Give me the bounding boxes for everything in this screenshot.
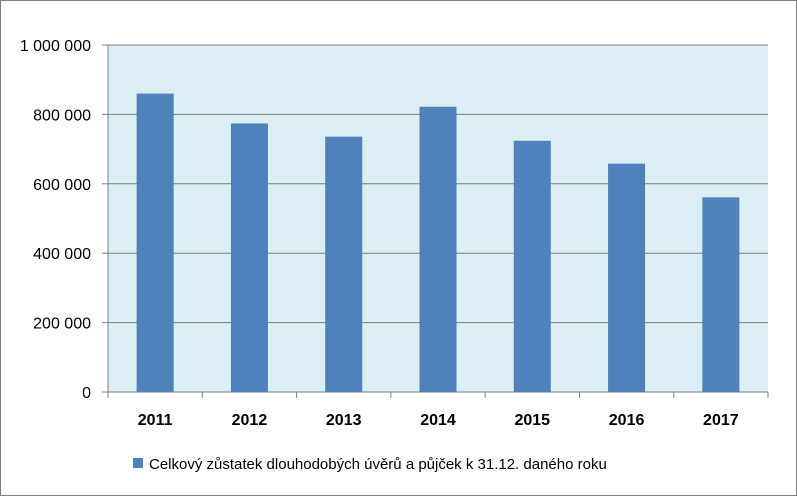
x-tick-label: 2017 bbox=[703, 412, 739, 429]
y-tick-label: 800 000 bbox=[33, 107, 91, 124]
y-tick-label: 0 bbox=[82, 385, 91, 402]
legend: Celkový zůstatek dlouhodobých úvěrů a pů… bbox=[133, 456, 607, 473]
x-tick-label: 2013 bbox=[326, 412, 362, 429]
x-tick-label: 2011 bbox=[138, 412, 173, 429]
bar bbox=[513, 140, 551, 392]
y-tick-label: 200 000 bbox=[33, 316, 91, 333]
plot-area: 0 200 000 400 000 600 000 800 000 1 000 000 20… bbox=[20, 38, 769, 429]
y-tick-label: 400 000 bbox=[33, 246, 91, 263]
legend-swatch bbox=[133, 458, 143, 468]
y-tick-label: 600 000 bbox=[33, 177, 91, 194]
x-tick-label: 2014 bbox=[420, 412, 456, 429]
x-tick-label: 2015 bbox=[514, 412, 550, 429]
bar bbox=[325, 136, 363, 392]
bar bbox=[230, 123, 268, 392]
bar bbox=[608, 163, 646, 392]
bar bbox=[702, 197, 740, 392]
legend-label: Celkový zůstatek dlouhodobých úvěrů a pů… bbox=[149, 456, 607, 473]
y-tick-label: 1 000 000 bbox=[20, 38, 91, 55]
bar bbox=[419, 106, 457, 393]
x-tick-label: 2016 bbox=[609, 412, 645, 429]
x-tick-label: 2012 bbox=[232, 412, 268, 429]
bar bbox=[136, 93, 174, 392]
